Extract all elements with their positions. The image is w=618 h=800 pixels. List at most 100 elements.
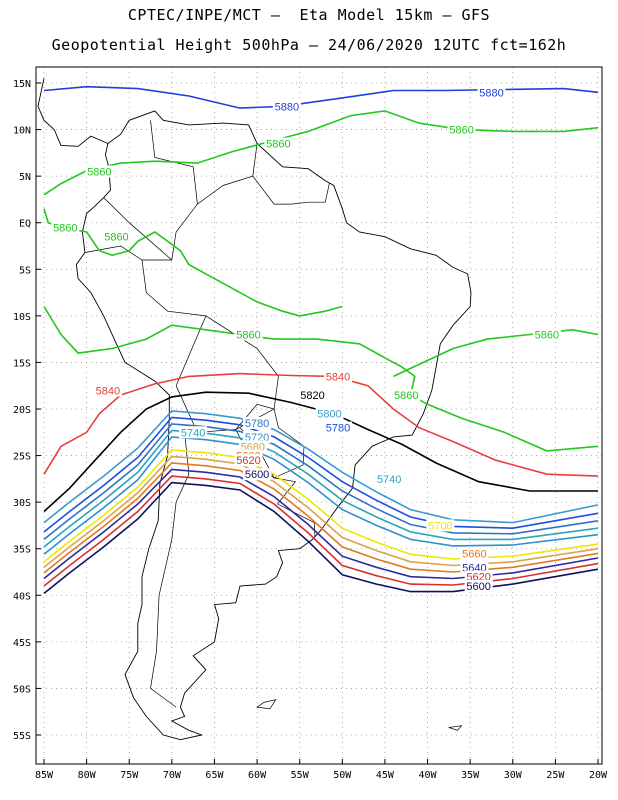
lon-tick-label: 45W <box>376 770 395 781</box>
central-america-coastline <box>37 78 109 147</box>
lat-tick-label: 40S <box>13 591 31 602</box>
lat-tick-label: 10S <box>13 312 31 323</box>
contour-5740 <box>43 429 599 548</box>
country-border <box>103 197 173 261</box>
contour-5720 <box>43 436 599 555</box>
lon-tick-label: 25W <box>546 770 565 781</box>
lat-tick-label: 55S <box>13 731 31 742</box>
contour-5860 <box>393 328 599 378</box>
island-outline <box>448 725 463 731</box>
map-grid <box>36 67 602 764</box>
lon-tick-label: 40W <box>419 770 438 781</box>
contour-label: 5880 <box>479 87 503 99</box>
contour-5660 <box>43 462 599 574</box>
axis-ticks: 15N 10N 5N EQ 5S 10S 15S 20S 25S 30S 35S 40S 45S 50S 5… <box>13 79 608 781</box>
lon-tick-label: 75W <box>120 770 139 781</box>
contour-label: 5840 <box>326 371 350 383</box>
contour-label: 5860 <box>53 222 77 234</box>
contour-label: 5800 <box>317 409 341 421</box>
country-border <box>150 432 190 708</box>
south-america-coastline <box>75 110 472 741</box>
contour-label-bg <box>392 389 421 402</box>
contour-label: 5660 <box>462 548 486 560</box>
contour-5700 <box>43 449 599 563</box>
contour-label-bg <box>298 389 327 402</box>
lat-tick-label: EQ <box>19 219 31 230</box>
lat-tick-label: 45S <box>13 638 31 649</box>
country-border <box>252 175 330 205</box>
lon-tick-label: 65W <box>205 770 224 781</box>
lat-tick-label: 50S <box>13 684 31 695</box>
contour-label-bg <box>324 370 353 383</box>
country-border <box>141 143 258 317</box>
contour-label-bg <box>272 100 301 113</box>
contour-label-bg <box>324 421 353 434</box>
contour-label-bg <box>264 137 293 150</box>
contour-5800 <box>43 410 599 524</box>
contour-label-bg <box>447 123 476 136</box>
contour-label: 5860 <box>449 125 473 137</box>
lon-tick-label: 50W <box>333 770 352 781</box>
lon-tick-label: 60W <box>248 770 267 781</box>
contour-label: 5860 <box>87 166 111 178</box>
lat-tick-label: 20S <box>13 405 31 416</box>
contour-5640 <box>43 468 599 580</box>
lat-tick-label: 15S <box>13 358 31 369</box>
contour-label-bg <box>243 416 272 429</box>
contour-label-bg <box>243 430 272 443</box>
contour-label: 5780 <box>326 423 350 435</box>
contour-label-bg <box>93 384 122 397</box>
contour-label-bg <box>238 440 267 453</box>
contour-labels: 5880 5880 5860 5860 5860 5860 5860 5860 5860 5860… <box>51 86 561 593</box>
country-border <box>84 245 143 261</box>
contour-label: 5860 <box>236 329 260 341</box>
contour-label-bg <box>51 221 80 234</box>
lon-tick-label: 85W <box>35 770 54 781</box>
contour-lines <box>43 85 599 595</box>
contour-label: 5620 <box>236 455 260 467</box>
lat-tick-label: 30S <box>13 498 31 509</box>
contour-label-bg <box>464 579 493 592</box>
contour-label-bg <box>426 519 455 532</box>
contour-label-bg <box>375 472 404 485</box>
contour-label-bg <box>477 86 506 99</box>
lat-tick-label: 15N <box>13 79 31 90</box>
contour-label-bg <box>464 570 493 583</box>
lat-tick-label: 25S <box>13 452 31 463</box>
contour-label: 5860 <box>394 390 418 402</box>
map-title-line-1: CPTEC/INPE/MCT – Eta Model 15km – GFS <box>127 6 491 24</box>
contour-label: 5860 <box>266 139 290 151</box>
lat-tick-label: 35S <box>13 545 31 556</box>
lon-tick-label: 20W <box>589 770 608 781</box>
contour-label: 5700 <box>428 520 452 532</box>
lat-tick-label: 5N <box>19 172 31 183</box>
contour-label-bg <box>460 547 489 560</box>
contour-label: 5740 <box>181 427 205 439</box>
lon-tick-label: 80W <box>78 770 97 781</box>
contour-label: 5820 <box>300 390 324 402</box>
map-title-line-2: Geopotential Height 500hPa – 24/06/2020 … <box>51 36 567 54</box>
lat-tick-label: 5S <box>19 265 31 276</box>
contour-label: 5600 <box>466 581 490 593</box>
contour-5840 <box>43 372 599 477</box>
contour-5860 <box>43 306 599 452</box>
contour-5680 <box>43 455 599 568</box>
contour-label: 5780 <box>245 418 269 430</box>
contour-5620 <box>43 475 599 587</box>
contour-label: 5740 <box>377 474 401 486</box>
contour-label-bg <box>315 407 344 420</box>
contour-label-bg <box>234 454 263 467</box>
contour-label-bg <box>532 328 561 341</box>
lat-tick-label: 10N <box>13 126 31 137</box>
contour-label: 5600 <box>245 469 269 481</box>
contour-5880 <box>43 85 599 109</box>
contour-label-bg <box>234 328 263 341</box>
lon-tick-label: 30W <box>504 770 523 781</box>
contour-label-bg <box>85 165 114 178</box>
lon-tick-label: 70W <box>163 770 182 781</box>
contour-label-bg <box>243 468 272 481</box>
contour-label: 5860 <box>535 329 559 341</box>
contour-5860 <box>43 208 343 317</box>
contour-label: 5860 <box>104 232 128 244</box>
